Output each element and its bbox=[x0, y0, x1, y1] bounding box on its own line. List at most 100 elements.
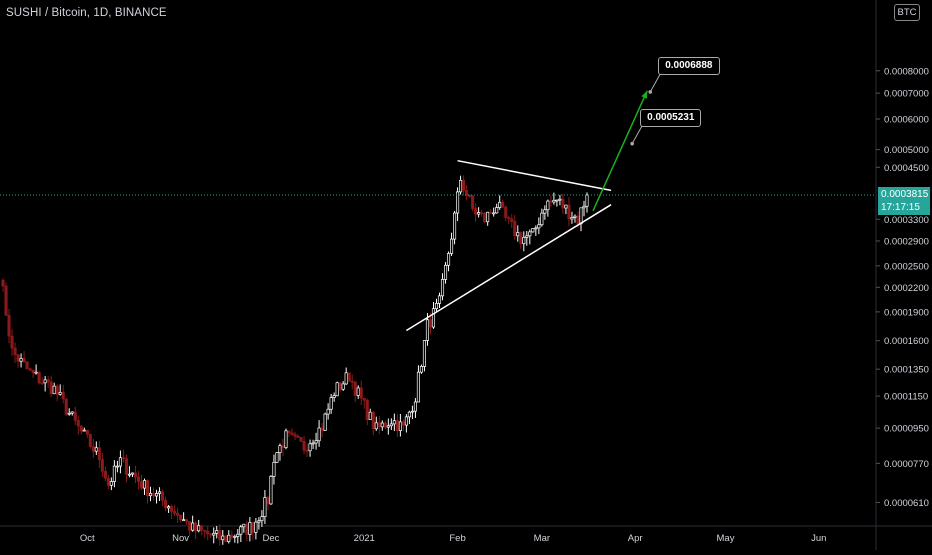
y-tick-label: 0.0001900 bbox=[884, 307, 929, 318]
candle-body bbox=[537, 224, 541, 229]
candle-body bbox=[130, 472, 135, 475]
candle-body bbox=[31, 369, 35, 374]
candle-body bbox=[471, 195, 475, 209]
candle-body bbox=[419, 366, 423, 373]
y-tick-label: 0.0004500 bbox=[884, 163, 929, 174]
y-tick-label: 0.0001600 bbox=[884, 336, 929, 347]
x-tick-label: May bbox=[717, 533, 735, 544]
candle-body bbox=[236, 533, 240, 537]
candle-body bbox=[287, 430, 291, 434]
candle-body bbox=[230, 534, 234, 538]
candle-body bbox=[124, 458, 128, 475]
candle-body bbox=[25, 361, 29, 370]
candle-body bbox=[221, 535, 225, 541]
candle-body bbox=[507, 217, 511, 220]
candle-body bbox=[341, 383, 345, 390]
projection-arrow bbox=[592, 90, 648, 212]
candle-body bbox=[558, 198, 562, 201]
projection-arrowhead bbox=[641, 90, 648, 99]
candle-body bbox=[176, 512, 180, 516]
candle-body bbox=[284, 430, 288, 448]
candle-body bbox=[422, 340, 427, 367]
candle-body bbox=[570, 217, 574, 220]
candle-body bbox=[329, 397, 333, 410]
candle-body bbox=[233, 536, 237, 538]
candle-body bbox=[121, 457, 125, 460]
y-tick-label: 0.0001350 bbox=[884, 365, 929, 376]
candle-body bbox=[332, 395, 336, 398]
candle-body bbox=[353, 381, 357, 396]
bar-countdown: 17:17:15 bbox=[881, 201, 920, 213]
candle-body bbox=[543, 209, 547, 214]
candle-body bbox=[142, 480, 147, 489]
x-tick-label: Jun bbox=[811, 533, 826, 544]
y-tick-label: 0.0000610 bbox=[884, 498, 929, 509]
candle-body bbox=[97, 447, 101, 460]
callout-anchor-dot bbox=[648, 90, 653, 94]
callout-anchor-dot bbox=[630, 141, 634, 146]
candle-body bbox=[13, 347, 17, 355]
candle-body bbox=[498, 201, 502, 208]
price-callout-target-mid[interactable]: 0.0005231 bbox=[640, 108, 702, 127]
candle-body bbox=[4, 285, 8, 316]
candle-body bbox=[368, 411, 372, 421]
candle-body bbox=[519, 232, 523, 244]
price-callout-target-high[interactable]: 0.0006888 bbox=[658, 56, 720, 75]
currency-badge[interactable]: BTC bbox=[894, 4, 920, 21]
candle-body bbox=[416, 371, 420, 403]
symbol-title[interactable]: SUSHI / Bitcoin, 1D, BINANCE bbox=[6, 7, 167, 19]
candle-body bbox=[139, 481, 144, 489]
candle-body bbox=[164, 499, 168, 509]
candle-body bbox=[106, 477, 110, 486]
candle-body bbox=[185, 519, 189, 522]
candle-body bbox=[55, 385, 59, 395]
candle-body bbox=[28, 368, 32, 371]
candle-body bbox=[510, 218, 514, 222]
candle-body bbox=[299, 437, 303, 442]
candle-body bbox=[209, 533, 213, 536]
candle-body bbox=[19, 358, 23, 362]
x-tick-label: Mar bbox=[534, 533, 550, 544]
candle-body bbox=[350, 380, 354, 383]
candle-body bbox=[263, 497, 267, 517]
y-tick-label: 0.0008000 bbox=[884, 66, 929, 77]
candle-body bbox=[561, 198, 565, 209]
x-tick-label: Nov bbox=[172, 533, 189, 544]
candle-body bbox=[161, 491, 165, 501]
candle-body bbox=[516, 232, 520, 237]
candle-body bbox=[468, 195, 472, 197]
candle-body bbox=[7, 314, 11, 337]
candle-body bbox=[197, 525, 201, 532]
candle-body bbox=[154, 493, 159, 497]
candle-body bbox=[567, 204, 571, 220]
candle-body bbox=[293, 434, 297, 437]
candle-body bbox=[194, 522, 198, 532]
candle-body bbox=[133, 472, 138, 478]
candle-body bbox=[443, 264, 448, 280]
candle-body bbox=[386, 425, 390, 428]
x-tick-label: 2021 bbox=[354, 533, 375, 544]
candle-body bbox=[459, 180, 463, 193]
candle-body bbox=[224, 535, 228, 542]
last-price-value: 0.0003815 bbox=[881, 188, 929, 200]
candle-body bbox=[573, 215, 577, 218]
candle-body bbox=[148, 492, 153, 497]
candle-body bbox=[425, 319, 430, 341]
candle-body bbox=[173, 511, 177, 514]
candle-body bbox=[118, 457, 122, 467]
candle-body bbox=[239, 526, 243, 535]
candle-body bbox=[85, 429, 89, 435]
candle-body bbox=[579, 207, 583, 225]
candle-body bbox=[100, 459, 104, 472]
candle-body bbox=[407, 411, 411, 418]
trendline-lower bbox=[405, 204, 612, 332]
candle-body bbox=[136, 476, 141, 482]
candle-body bbox=[576, 215, 580, 225]
candle-body bbox=[215, 530, 219, 534]
candle-body bbox=[320, 427, 324, 431]
candle-body bbox=[82, 429, 86, 432]
candle-body bbox=[1, 279, 5, 287]
candle-body bbox=[16, 354, 20, 362]
